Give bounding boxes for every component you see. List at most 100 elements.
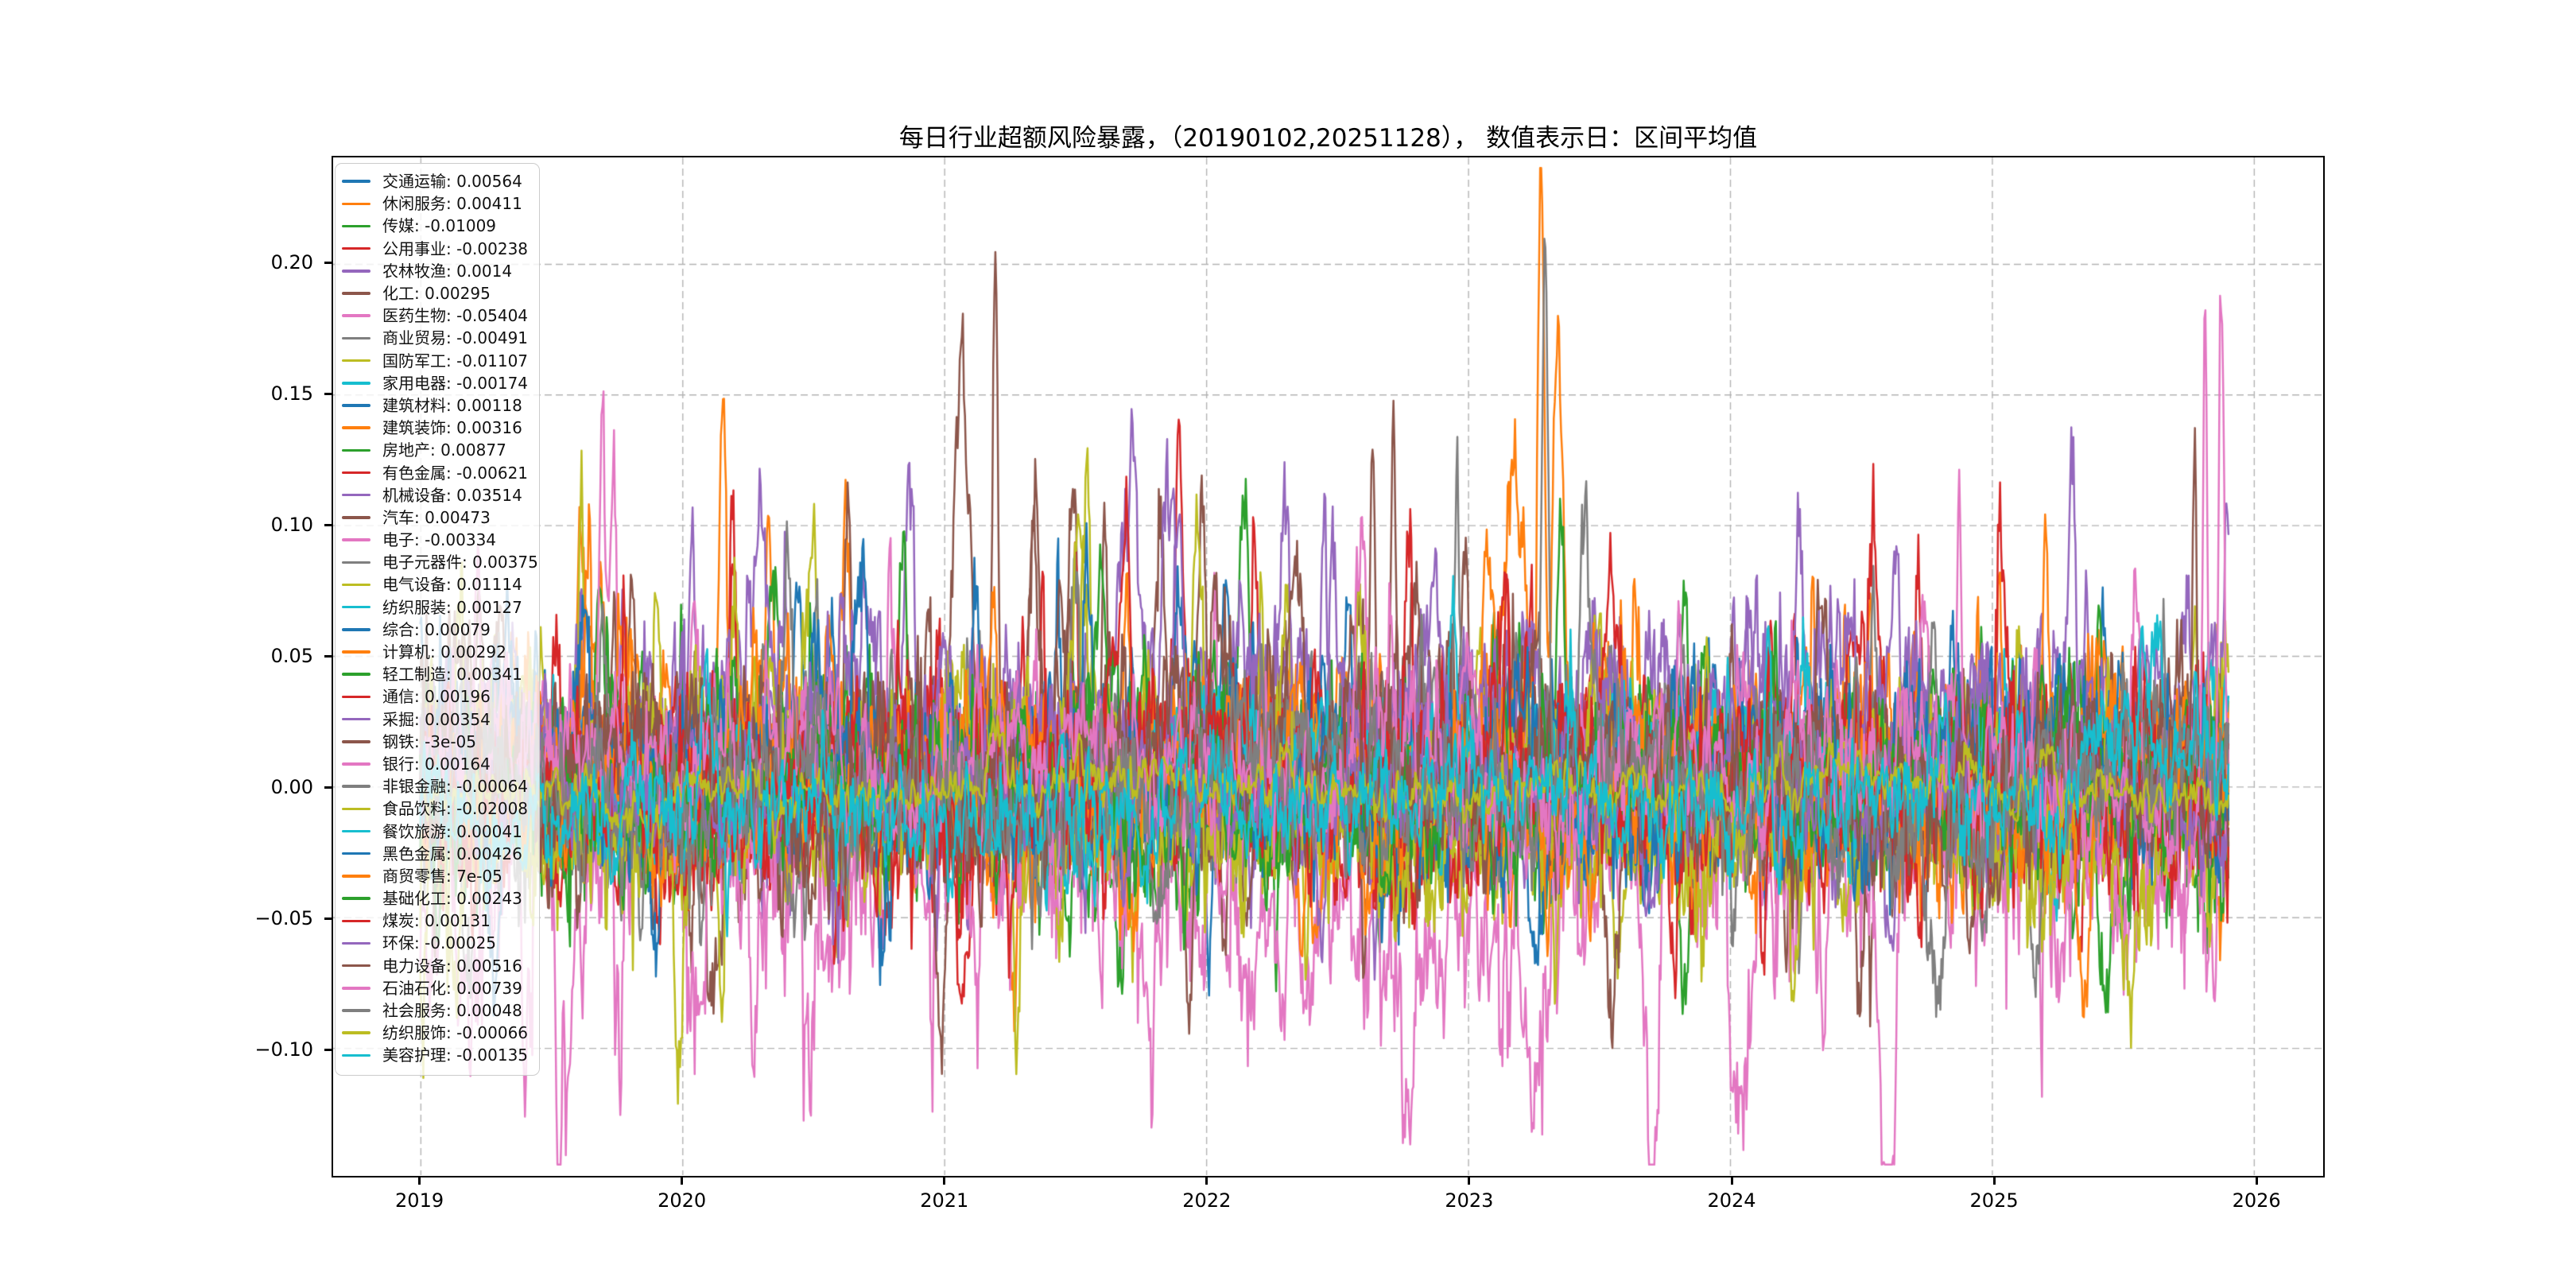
legend-item-label: 传媒: -0.01009 bbox=[382, 216, 497, 236]
legend-item: 公用事业: -0.00238 bbox=[342, 238, 539, 260]
chart-title: 每日行业超额风险暴露，（20190102,20251128）， 数值表示日：区间… bbox=[898, 124, 1758, 153]
legend-item: 纺织服装: 0.00127 bbox=[342, 596, 539, 619]
legend-swatch-icon bbox=[342, 404, 370, 407]
legend-item-label: 采掘: 0.00354 bbox=[382, 709, 491, 729]
legend-swatch-icon bbox=[342, 202, 370, 206]
legend-swatch-icon bbox=[342, 740, 370, 743]
legend-item-label: 交通运输: 0.00564 bbox=[382, 172, 522, 192]
legend-item-label: 农林牧渔: 0.0014 bbox=[382, 261, 513, 281]
legend-item-label: 电子: -0.00334 bbox=[382, 530, 497, 550]
legend-swatch-icon bbox=[342, 561, 370, 564]
legend-swatch-icon bbox=[342, 807, 370, 811]
y-tick-mark bbox=[324, 786, 332, 789]
legend-item: 商贸零售: 7e-05 bbox=[342, 865, 539, 887]
legend-swatch-icon bbox=[342, 785, 370, 788]
y-tick-mark bbox=[324, 524, 332, 527]
legend-item-label: 钢铁: -3e-05 bbox=[382, 731, 477, 751]
legend-item-label: 建筑装饰: 0.00316 bbox=[382, 418, 522, 438]
legend-item-label: 医药生物: -0.05404 bbox=[382, 306, 529, 326]
y-tick-label: −0.05 bbox=[254, 906, 313, 929]
legend-item: 建筑材料: 0.00118 bbox=[342, 394, 539, 417]
legend-swatch-icon bbox=[342, 1053, 370, 1057]
legend-swatch-icon bbox=[342, 852, 370, 855]
legend-swatch-icon bbox=[342, 964, 370, 968]
legend-swatch-icon bbox=[342, 270, 370, 273]
legend-item: 综合: 0.00079 bbox=[342, 619, 539, 641]
legend-item: 基础化工: 0.00243 bbox=[342, 887, 539, 910]
legend-item-label: 电气设备: 0.01114 bbox=[382, 575, 522, 595]
x-tick-mark bbox=[1205, 1177, 1208, 1185]
legend-item: 有色金属: -0.00621 bbox=[342, 461, 539, 483]
legend-item: 休闲服务: 0.00411 bbox=[342, 192, 539, 215]
x-tick-mark bbox=[1730, 1177, 1733, 1185]
legend-item-label: 银行: 0.00164 bbox=[382, 754, 491, 774]
legend-item: 环保: -0.00025 bbox=[342, 932, 539, 954]
legend-item-label: 家用电器: -0.00174 bbox=[382, 373, 529, 393]
legend-item-label: 电子元器件: 0.00375 bbox=[382, 553, 538, 572]
legend-item: 银行: 0.00164 bbox=[342, 753, 539, 775]
legend-swatch-icon bbox=[342, 628, 370, 631]
legend-swatch-icon bbox=[342, 359, 370, 363]
y-tick-label: 0.10 bbox=[270, 513, 313, 536]
legend-item: 国防军工: -0.01107 bbox=[342, 350, 539, 372]
x-tick-label: 2025 bbox=[1969, 1189, 2019, 1212]
y-tick-mark bbox=[324, 262, 332, 265]
x-tick-mark bbox=[2255, 1177, 2258, 1185]
legend-item-label: 非银金融: -0.00064 bbox=[382, 777, 529, 797]
legend-item: 采掘: 0.00354 bbox=[342, 708, 539, 731]
y-tick-label: 0.00 bbox=[270, 775, 313, 798]
x-tick-label: 2024 bbox=[1707, 1189, 1756, 1212]
legend-item: 钢铁: -3e-05 bbox=[342, 731, 539, 753]
legend-item: 医药生物: -0.05404 bbox=[342, 305, 539, 327]
legend-item: 机械设备: 0.03514 bbox=[342, 484, 539, 506]
x-tick-label: 2021 bbox=[920, 1189, 969, 1212]
legend-item-label: 机械设备: 0.03514 bbox=[382, 485, 522, 505]
legend-item-label: 石油石化: 0.00739 bbox=[382, 978, 522, 998]
legend-item: 电子元器件: 0.00375 bbox=[342, 551, 539, 573]
legend-item: 建筑装饰: 0.00316 bbox=[342, 417, 539, 439]
legend-swatch-icon bbox=[342, 875, 370, 878]
legend-item: 石油石化: 0.00739 bbox=[342, 977, 539, 999]
x-tick-label: 2022 bbox=[1182, 1189, 1232, 1212]
legend-item-label: 国防军工: -0.01107 bbox=[382, 351, 529, 370]
legend-item: 餐饮旅游: 0.00041 bbox=[342, 820, 539, 842]
y-tick-label: 0.20 bbox=[270, 250, 313, 274]
legend-item-label: 煤炭: 0.00131 bbox=[382, 911, 491, 931]
y-tick-mark bbox=[324, 1049, 332, 1052]
legend: 交通运输: 0.00564 休闲服务: 0.00411 传媒: -0.01009 公用… bbox=[335, 163, 540, 1076]
chart-canvas bbox=[333, 157, 2322, 1175]
legend-item: 非银金融: -0.00064 bbox=[342, 775, 539, 797]
legend-item: 计算机: 0.00292 bbox=[342, 641, 539, 663]
legend-item-label: 公用事业: -0.00238 bbox=[382, 239, 529, 258]
legend-item: 化工: 0.00295 bbox=[342, 282, 539, 305]
legend-item: 汽车: 0.00473 bbox=[342, 506, 539, 529]
legend-swatch-icon bbox=[342, 1009, 370, 1012]
legend-swatch-icon bbox=[342, 1031, 370, 1034]
legend-item: 电气设备: 0.01114 bbox=[342, 573, 539, 596]
legend-item: 美容护理: -0.00135 bbox=[342, 1044, 539, 1066]
legend-swatch-icon bbox=[342, 493, 370, 497]
legend-swatch-icon bbox=[342, 650, 370, 654]
legend-swatch-icon bbox=[342, 605, 370, 609]
y-tick-label: 0.05 bbox=[270, 644, 313, 667]
legend-swatch-icon bbox=[342, 987, 370, 990]
legend-item: 农林牧渔: 0.0014 bbox=[342, 260, 539, 282]
legend-swatch-icon bbox=[342, 448, 370, 452]
legend-swatch-icon bbox=[342, 426, 370, 429]
plot-area bbox=[332, 156, 2325, 1177]
y-tick-mark bbox=[324, 393, 332, 396]
legend-swatch-icon bbox=[342, 919, 370, 923]
legend-item: 电力设备: 0.00516 bbox=[342, 955, 539, 977]
legend-item-label: 休闲服务: 0.00411 bbox=[382, 194, 522, 214]
y-tick-mark bbox=[324, 918, 332, 921]
x-tick-mark bbox=[943, 1177, 946, 1185]
legend-swatch-icon bbox=[342, 695, 370, 699]
legend-swatch-icon bbox=[342, 516, 370, 519]
legend-item-label: 计算机: 0.00292 bbox=[382, 642, 506, 662]
legend-item-label: 食品饮料: -0.02008 bbox=[382, 799, 529, 819]
legend-item-label: 基础化工: 0.00243 bbox=[382, 889, 522, 909]
legend-item-label: 社会服务: 0.00048 bbox=[382, 1001, 522, 1021]
legend-item: 纺织服饰: -0.00066 bbox=[342, 1022, 539, 1044]
legend-swatch-icon bbox=[342, 180, 370, 183]
